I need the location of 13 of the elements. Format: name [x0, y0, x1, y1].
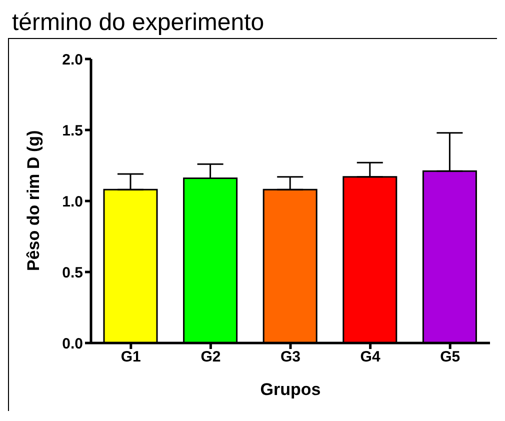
x-axis-title: Grupos — [260, 380, 321, 399]
x-tick-label: G2 — [200, 348, 221, 366]
y-axis-title: Pêso do rim D (g) — [24, 130, 44, 271]
y-tick-label: 2.0 — [62, 51, 83, 68]
x-tick-label: G5 — [440, 348, 460, 366]
y-tick-label: 0.0 — [62, 335, 83, 352]
y-tick-label: 0.5 — [62, 264, 83, 282]
chart-title: término do experimento — [11, 8, 266, 38]
y-tick-label: 1.5 — [62, 122, 83, 140]
y-tick-label: 1.0 — [62, 193, 83, 210]
x-tick-label: G3 — [280, 348, 301, 366]
x-tick-label: G4 — [360, 348, 381, 366]
x-tick-label: G1 — [120, 348, 141, 366]
